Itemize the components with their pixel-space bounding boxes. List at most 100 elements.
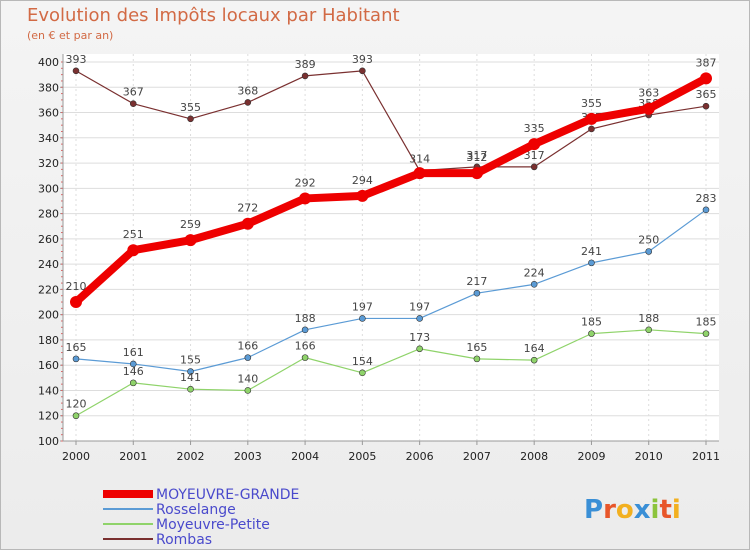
data-label: 292 [295, 176, 316, 189]
data-label: 188 [638, 312, 659, 325]
data-point [72, 355, 80, 363]
data-point [530, 281, 538, 288]
data-point [642, 102, 655, 115]
data-label: 368 [237, 84, 258, 97]
series-line [75, 209, 707, 373]
data-point [127, 244, 140, 257]
data-point [241, 217, 254, 230]
data-label: 283 [696, 192, 717, 205]
data-point [244, 99, 252, 106]
y-tick-label: 180 [38, 334, 59, 347]
data-point [413, 167, 426, 180]
data-label: 355 [581, 97, 602, 110]
data-point [702, 102, 710, 110]
data-point [359, 369, 366, 377]
data-label: 185 [581, 316, 602, 329]
data-label: 141 [180, 371, 201, 384]
data-label: 355 [180, 101, 201, 114]
data-label: 164 [524, 342, 545, 355]
series-line [73, 74, 708, 306]
data-label: 161 [123, 346, 144, 359]
data-label: 272 [237, 202, 258, 215]
x-tick-label: 2009 [577, 450, 605, 463]
x-tick-label: 2000 [62, 450, 90, 463]
data-label: 294 [352, 174, 373, 187]
y-tick-label: 120 [38, 410, 59, 423]
y-tick-label: 260 [38, 233, 59, 246]
data-point [301, 326, 309, 334]
legend-label: MOYEUVRE-GRANDE [156, 487, 299, 503]
y-tick-label: 360 [38, 107, 59, 120]
series-line [75, 70, 707, 172]
legend-label: Rosselange [156, 502, 236, 518]
chart-title: Evolution des Impôts locaux par Habitant [27, 5, 400, 26]
data-label: 317 [466, 149, 487, 162]
x-tick-label: 2003 [234, 450, 262, 463]
data-label: 241 [581, 245, 602, 258]
x-tick-label: 2001 [119, 450, 147, 463]
data-point [356, 189, 369, 202]
data-point [416, 315, 423, 322]
data-point [299, 192, 312, 205]
y-tick-label: 340 [38, 132, 59, 145]
legend-label: Moyeuvre-Petite [156, 517, 270, 533]
data-point [70, 296, 82, 309]
data-point [530, 163, 538, 171]
data-point [301, 72, 309, 80]
data-label: 314 [409, 153, 430, 166]
x-tick-label: 2006 [406, 450, 434, 463]
data-label: 393 [352, 53, 373, 66]
y-tick-label: 240 [38, 258, 59, 271]
data-point [473, 355, 481, 363]
data-point [72, 412, 80, 420]
data-point [588, 125, 595, 133]
data-label: 185 [696, 316, 717, 329]
data-label: 259 [180, 218, 201, 231]
data-point [528, 138, 541, 151]
data-label: 365 [696, 88, 717, 101]
data-label: 250 [638, 234, 659, 247]
data-point [244, 387, 252, 394]
y-tick-label: 320 [38, 157, 59, 170]
data-point [129, 360, 137, 368]
data-label: 120 [66, 398, 87, 411]
y-tick-label: 380 [38, 81, 59, 94]
data-point [470, 167, 483, 180]
data-point [585, 112, 598, 125]
data-label: 173 [409, 331, 430, 344]
data-label: 188 [295, 312, 316, 325]
data-label: 317 [524, 149, 545, 162]
data-label: 224 [524, 266, 545, 279]
data-point [72, 67, 80, 75]
data-point [187, 368, 194, 375]
data-label: 210 [66, 280, 87, 293]
data-label: 367 [123, 86, 144, 99]
data-point [702, 330, 710, 337]
proxiti-logo: Proxiti [584, 495, 681, 525]
data-point [187, 115, 194, 123]
data-label: 312 [466, 151, 487, 164]
data-label: 154 [352, 355, 373, 368]
data-label: 389 [295, 58, 316, 71]
data-point [645, 248, 653, 255]
data-label: 165 [66, 341, 87, 354]
y-tick-label: 400 [38, 56, 59, 69]
data-point [645, 326, 653, 334]
data-label: 197 [352, 300, 373, 313]
data-label: 165 [466, 341, 487, 354]
data-point [187, 385, 194, 393]
x-tick-label: 2005 [348, 450, 376, 463]
data-point [588, 330, 595, 337]
data-label: 393 [66, 53, 87, 66]
data-point [588, 259, 595, 267]
data-point [359, 315, 366, 322]
y-tick-label: 140 [38, 384, 59, 397]
y-tick-label: 100 [38, 435, 59, 448]
x-tick-label: 2008 [520, 450, 548, 463]
data-point [702, 206, 710, 214]
x-tick-label: 2010 [635, 450, 663, 463]
data-label: 166 [295, 340, 316, 353]
chart-subtitle: (en € et par an) [27, 29, 114, 42]
